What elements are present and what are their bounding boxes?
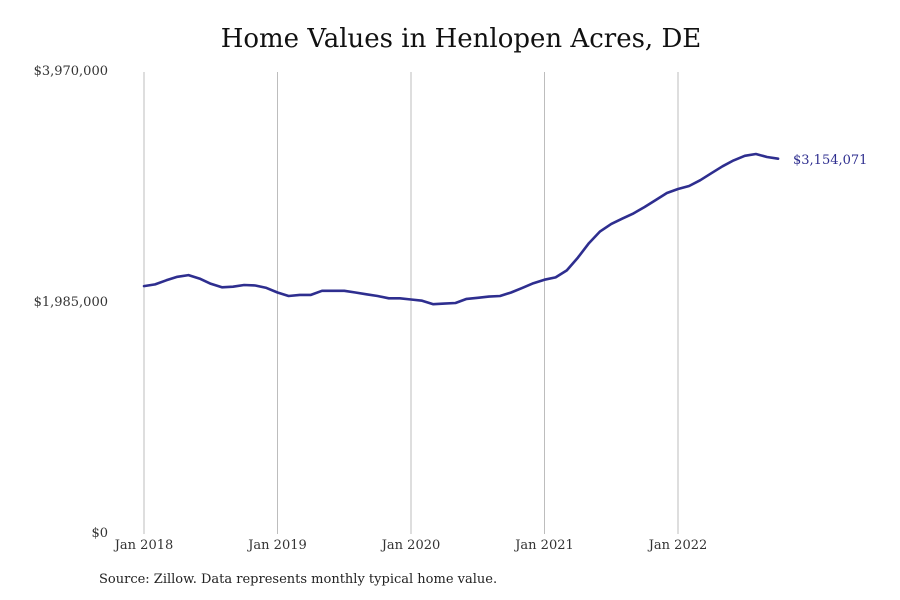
y-tick-label-mid: $1,985,000	[33, 295, 108, 310]
end-value-label: $3,154,071	[793, 153, 868, 168]
x-tick-label-2020: Jan 2020	[381, 538, 441, 553]
x-tick-label-2019: Jan 2019	[248, 538, 307, 553]
x-tick-label-2021: Jan 2021	[515, 538, 574, 553]
series-line-0	[142, 152, 780, 306]
x-tick-label-2018: Jan 2018	[114, 538, 174, 553]
y-tick-label-top: $3,970,000	[33, 64, 108, 79]
y-tick-label-zero: $0	[91, 526, 108, 541]
x-tick-label-2022: Jan 2022	[648, 538, 708, 553]
source-note: Source: Zillow. Data represents monthly …	[99, 572, 498, 587]
chart-title: Home Values in Henlopen Acres, DE	[220, 24, 702, 54]
